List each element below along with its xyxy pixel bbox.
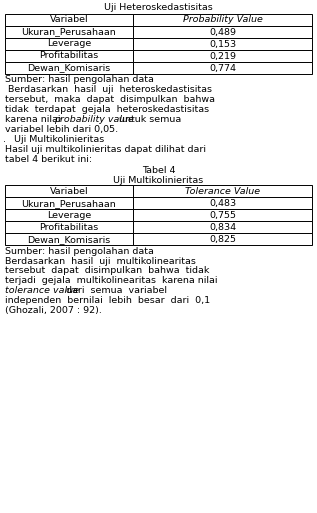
Text: Dewan_Komisaris: Dewan_Komisaris	[27, 64, 111, 72]
Text: 0,755: 0,755	[209, 211, 236, 220]
Bar	[133, 185, 312, 198]
Bar	[5, 50, 133, 62]
Text: tersebut  dapat  disimpulkan  bahwa  tidak: tersebut dapat disimpulkan bahwa tidak	[5, 266, 209, 275]
Bar	[133, 233, 312, 245]
Bar	[5, 185, 133, 198]
Text: Profitabilitas: Profitabilitas	[39, 51, 99, 61]
Bar	[5, 26, 133, 38]
Text: tersebut,  maka  dapat  disimpulkan  bahwa: tersebut, maka dapat disimpulkan bahwa	[5, 95, 215, 104]
Text: tabel 4 berikut ini:: tabel 4 berikut ini:	[5, 155, 92, 164]
Text: variabel lebih dari 0,05.: variabel lebih dari 0,05.	[5, 125, 118, 133]
Text: Hasil uji multikolinieritas dapat dilihat dari: Hasil uji multikolinieritas dapat diliha…	[5, 145, 206, 154]
Text: .: .	[3, 135, 6, 144]
Text: dari  semua  variabel: dari semua variabel	[60, 286, 167, 295]
Text: Uji Multikolinieritas: Uji Multikolinieritas	[113, 175, 204, 185]
Text: untuk semua: untuk semua	[116, 115, 181, 124]
Bar	[5, 38, 133, 50]
Bar	[133, 198, 312, 209]
Bar	[133, 26, 312, 38]
Text: karena nilai: karena nilai	[5, 115, 63, 124]
Bar	[5, 198, 133, 209]
Text: 0,489: 0,489	[209, 28, 236, 36]
Text: probability value: probability value	[54, 115, 134, 124]
Text: Variabel: Variabel	[50, 187, 88, 196]
Bar	[133, 38, 312, 50]
Text: tidak  terdapat  gejala  heteroskedastisitas: tidak terdapat gejala heteroskedastisita…	[5, 105, 209, 114]
Bar	[133, 14, 312, 26]
Text: Berdasarkan  hasil  uji  multikolinearitas: Berdasarkan hasil uji multikolinearitas	[5, 256, 196, 266]
Text: 0,219: 0,219	[209, 51, 236, 61]
Text: Ukuran_Perusahaan: Ukuran_Perusahaan	[22, 28, 116, 36]
Bar	[5, 221, 133, 233]
Text: 0,825: 0,825	[209, 235, 236, 244]
Text: 0,483: 0,483	[209, 199, 236, 208]
Bar	[5, 233, 133, 245]
Bar	[5, 14, 133, 26]
Text: Leverage: Leverage	[47, 211, 91, 220]
Text: Variabel: Variabel	[50, 15, 88, 25]
Bar	[133, 209, 312, 221]
Text: Profitabilitas: Profitabilitas	[39, 223, 99, 232]
Bar	[5, 209, 133, 221]
Text: Sumber: hasil pengolahan data: Sumber: hasil pengolahan data	[5, 75, 154, 85]
Text: 0,153: 0,153	[209, 40, 236, 49]
Text: Berdasarkan  hasil  uji  heteroskedastisitas: Berdasarkan hasil uji heteroskedastisita…	[5, 85, 212, 94]
Text: independen  bernilai  lebih  besar  dari  0,1: independen bernilai lebih besar dari 0,1	[5, 296, 210, 305]
Bar	[133, 221, 312, 233]
Text: Tabel 4: Tabel 4	[142, 166, 175, 175]
Text: 0,774: 0,774	[209, 64, 236, 72]
Text: Uji Heteroskedastisitas: Uji Heteroskedastisitas	[104, 3, 213, 12]
Text: Leverage: Leverage	[47, 40, 91, 49]
Text: (Ghozali, 2007 : 92).: (Ghozali, 2007 : 92).	[5, 306, 102, 314]
Text: 0,834: 0,834	[209, 223, 236, 232]
Text: Sumber: hasil pengolahan data: Sumber: hasil pengolahan data	[5, 247, 154, 256]
Bar	[133, 62, 312, 74]
Text: Tolerance Value: Tolerance Value	[185, 187, 260, 196]
Text: terjadi  gejala  multikolinearitas  karena nilai: terjadi gejala multikolinearitas karena …	[5, 276, 217, 285]
Bar	[133, 50, 312, 62]
Text: Ukuran_Perusahaan: Ukuran_Perusahaan	[22, 199, 116, 208]
Bar	[5, 62, 133, 74]
Text: Dewan_Komisaris: Dewan_Komisaris	[27, 235, 111, 244]
Text: Uji Multikolinieritas: Uji Multikolinieritas	[14, 135, 104, 144]
Text: tolerance value: tolerance value	[5, 286, 79, 295]
Text: Probability Value: Probability Value	[183, 15, 262, 25]
